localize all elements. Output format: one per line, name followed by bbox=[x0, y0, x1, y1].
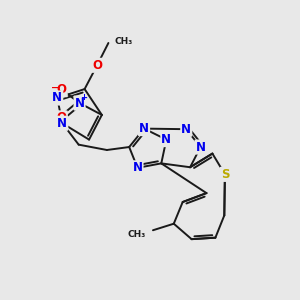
Text: N: N bbox=[139, 122, 149, 135]
Text: N: N bbox=[133, 161, 142, 174]
Text: S: S bbox=[220, 168, 229, 181]
Text: N: N bbox=[75, 97, 85, 110]
Text: CH₃: CH₃ bbox=[115, 37, 133, 46]
Text: N: N bbox=[52, 92, 62, 104]
Text: O: O bbox=[57, 111, 67, 124]
Text: O: O bbox=[92, 59, 102, 72]
Text: N: N bbox=[196, 140, 206, 154]
Text: O: O bbox=[57, 83, 67, 96]
Text: CH₃: CH₃ bbox=[127, 230, 146, 239]
Text: −: − bbox=[51, 83, 59, 93]
Text: +: + bbox=[80, 93, 87, 102]
Text: N: N bbox=[161, 133, 171, 146]
Text: N: N bbox=[181, 123, 191, 136]
Text: N: N bbox=[57, 117, 67, 130]
